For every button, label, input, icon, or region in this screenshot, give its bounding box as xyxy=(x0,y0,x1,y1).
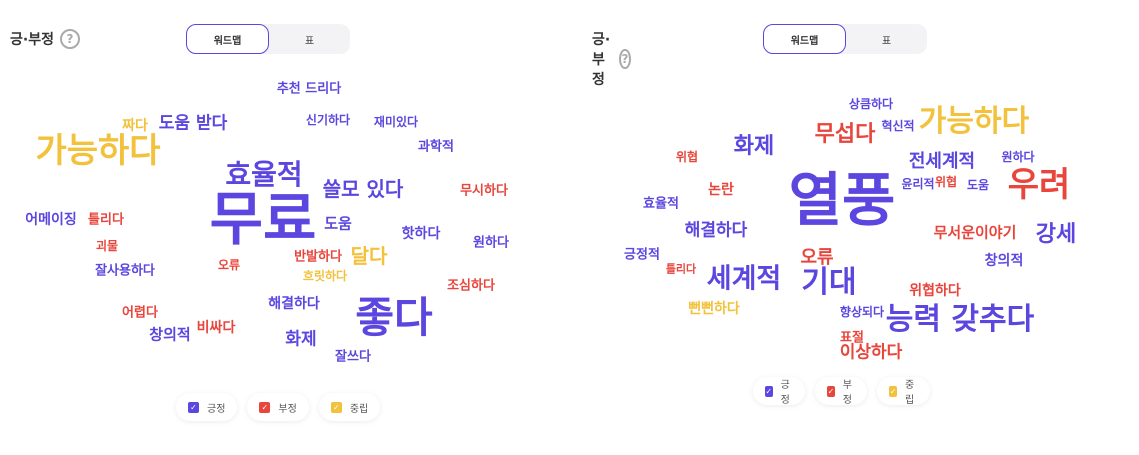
word-positive[interactable]: 윤리적 xyxy=(901,177,935,191)
word-positive[interactable]: 재미있다 xyxy=(373,115,419,129)
view-toggle: 워드맵 표 xyxy=(186,24,350,54)
word-neutral[interactable]: 달다 xyxy=(350,244,388,268)
checkbox-icon[interactable]: ✓ xyxy=(765,385,773,397)
word-positive[interactable]: 열풍 xyxy=(788,166,896,234)
view-toggle: 워드맵 표 xyxy=(763,24,927,54)
word-negative[interactable]: 위협 xyxy=(934,175,958,189)
checkbox-icon[interactable]: ✓ xyxy=(259,401,271,413)
word-cloud: 상큼하다 혁신적 가능하다 무섭다 화제 위협 전세계적 원하다 우려 윤리적 위협 도움 논란 효율적 열… xyxy=(0,0,1076,455)
help-icon[interactable]: ? xyxy=(59,29,80,49)
tab-table[interactable]: 표 xyxy=(304,35,315,47)
word-negative[interactable]: 위협 xyxy=(675,150,699,164)
tab-wordmap[interactable]: 워드맵 xyxy=(763,24,846,54)
word-positive[interactable]: 쓸모 있다 xyxy=(322,177,404,201)
legend-label: 긍정 xyxy=(207,403,226,415)
word-positive[interactable]: 화제 xyxy=(733,134,775,159)
word-negative[interactable]: 조심하다 xyxy=(447,278,495,294)
word-positive[interactable]: 해결하다 xyxy=(684,220,748,241)
legend-toggle-negative[interactable]: ✓ 부정 xyxy=(815,377,868,406)
word-positive[interactable]: 강세 xyxy=(1035,222,1077,247)
word-positive[interactable]: 무료 xyxy=(209,185,317,253)
word-negative[interactable]: 무시하다 xyxy=(460,183,508,199)
checkbox-icon[interactable]: ✓ xyxy=(330,401,342,413)
word-positive[interactable]: 과학적 xyxy=(418,139,454,155)
legend-label: 긍정 xyxy=(780,380,790,406)
legend: ✓ 긍정 ✓ 부정 ✓ 중립 xyxy=(753,377,930,406)
legend-toggle-positive[interactable]: ✓ 긍정 xyxy=(176,393,238,421)
legend-toggle-neutral[interactable]: ✓ 중립 xyxy=(318,393,381,421)
word-negative[interactable]: 어렵다 xyxy=(122,305,158,321)
word-negative[interactable]: 오류 xyxy=(800,247,834,268)
word-negative[interactable]: 이상하다 xyxy=(839,342,903,363)
checkbox-icon[interactable]: ✓ xyxy=(889,385,897,397)
word-positive[interactable]: 어메이징 xyxy=(25,212,77,228)
legend-toggle-positive[interactable]: ✓ 긍정 xyxy=(753,377,806,406)
word-neutral[interactable]: 가능하다 xyxy=(35,131,161,171)
word-negative[interactable]: 오류 xyxy=(217,258,241,272)
tab-table[interactable]: 표 xyxy=(881,35,892,47)
word-neutral[interactable]: 흐릿하다 xyxy=(302,269,348,283)
word-positive[interactable]: 화제 xyxy=(285,329,317,350)
word-positive[interactable]: 향상되다 xyxy=(839,305,885,319)
legend-label: 부정 xyxy=(278,403,297,415)
word-positive[interactable]: 잘사용하다 xyxy=(95,263,155,279)
word-neutral[interactable]: 가능하다 xyxy=(918,104,1030,139)
word-negative[interactable]: 논란 xyxy=(708,182,734,198)
word-negative[interactable]: 틀리다 xyxy=(665,262,697,276)
word-positive[interactable]: 기대 xyxy=(801,265,857,300)
word-positive[interactable]: 전세계적 xyxy=(908,151,976,172)
word-positive[interactable]: 신기하다 xyxy=(305,113,351,127)
legend-label: 중립 xyxy=(904,380,915,406)
checkbox-icon[interactable]: ✓ xyxy=(188,401,199,413)
word-positive[interactable]: 효율적 xyxy=(225,158,303,191)
word-positive[interactable]: 좋다 xyxy=(355,293,433,342)
word-negative[interactable]: 위협하다 xyxy=(909,283,961,299)
word-positive[interactable]: 긍정적 xyxy=(624,247,660,263)
word-negative[interactable]: 괴물 xyxy=(95,239,119,253)
word-positive[interactable]: 효율적 xyxy=(643,196,679,212)
word-negative[interactable]: 우려 xyxy=(1007,165,1071,205)
panel-title: 긍·부정? xyxy=(592,29,631,89)
word-negative[interactable]: 무섭다 xyxy=(814,122,876,147)
word-positive[interactable]: 핫하다 xyxy=(401,226,441,242)
word-negative[interactable]: 틀리다 xyxy=(88,212,124,228)
legend-label: 중립 xyxy=(349,403,369,415)
word-negative[interactable]: 비싸다 xyxy=(196,320,236,336)
word-positive[interactable]: 잘쓰다 xyxy=(335,349,371,365)
word-neutral[interactable]: 짜다 xyxy=(122,118,148,134)
word-positive[interactable]: 원하다 xyxy=(473,235,509,251)
word-positive[interactable]: 혁신적 xyxy=(881,119,915,133)
word-negative[interactable]: 표절 xyxy=(840,330,864,346)
panel-title: 긍·부정? xyxy=(10,29,80,49)
word-neutral[interactable]: 뻔뻔하다 xyxy=(688,301,740,317)
legend-label: 부정 xyxy=(842,380,852,406)
legend-toggle-negative[interactable]: ✓ 부정 xyxy=(247,393,309,421)
word-positive[interactable]: 도움 xyxy=(324,214,352,233)
word-positive[interactable]: 능력 갖추다 xyxy=(885,302,1035,337)
word-positive[interactable]: 창의적 xyxy=(149,325,191,344)
title-text: 긍·부정 xyxy=(592,32,611,88)
legend: ✓ 긍정 ✓ 부정 ✓ 중립 xyxy=(176,393,381,421)
word-positive[interactable]: 창의적 xyxy=(984,253,1024,269)
sentiment-panel-right: 긍·부정? 워드맵 표 상큼하다 혁신적 가능하다 무섭다 화제 위협 전세계적 원하다 우려 윤… xyxy=(0,0,1076,455)
tab-wordmap[interactable]: 워드맵 xyxy=(186,24,269,54)
word-positive[interactable]: 해결하다 xyxy=(268,296,320,312)
help-icon[interactable]: ? xyxy=(619,49,631,69)
checkbox-icon[interactable]: ✓ xyxy=(827,385,835,397)
word-positive[interactable]: 도움 xyxy=(966,178,990,192)
word-positive[interactable]: 세계적 xyxy=(706,263,782,295)
word-positive[interactable]: 상큼하다 xyxy=(848,97,894,111)
word-negative[interactable]: 반발하다 xyxy=(294,249,342,265)
word-positive[interactable]: 도움 받다 xyxy=(158,113,228,134)
title-text: 긍·부정 xyxy=(10,32,54,48)
legend-toggle-neutral[interactable]: ✓ 중립 xyxy=(877,377,930,406)
word-positive[interactable]: 원하다 xyxy=(1001,150,1035,164)
word-positive[interactable]: 추천 드리다 xyxy=(276,81,342,97)
word-negative[interactable]: 무서운이야기 xyxy=(933,223,1017,242)
